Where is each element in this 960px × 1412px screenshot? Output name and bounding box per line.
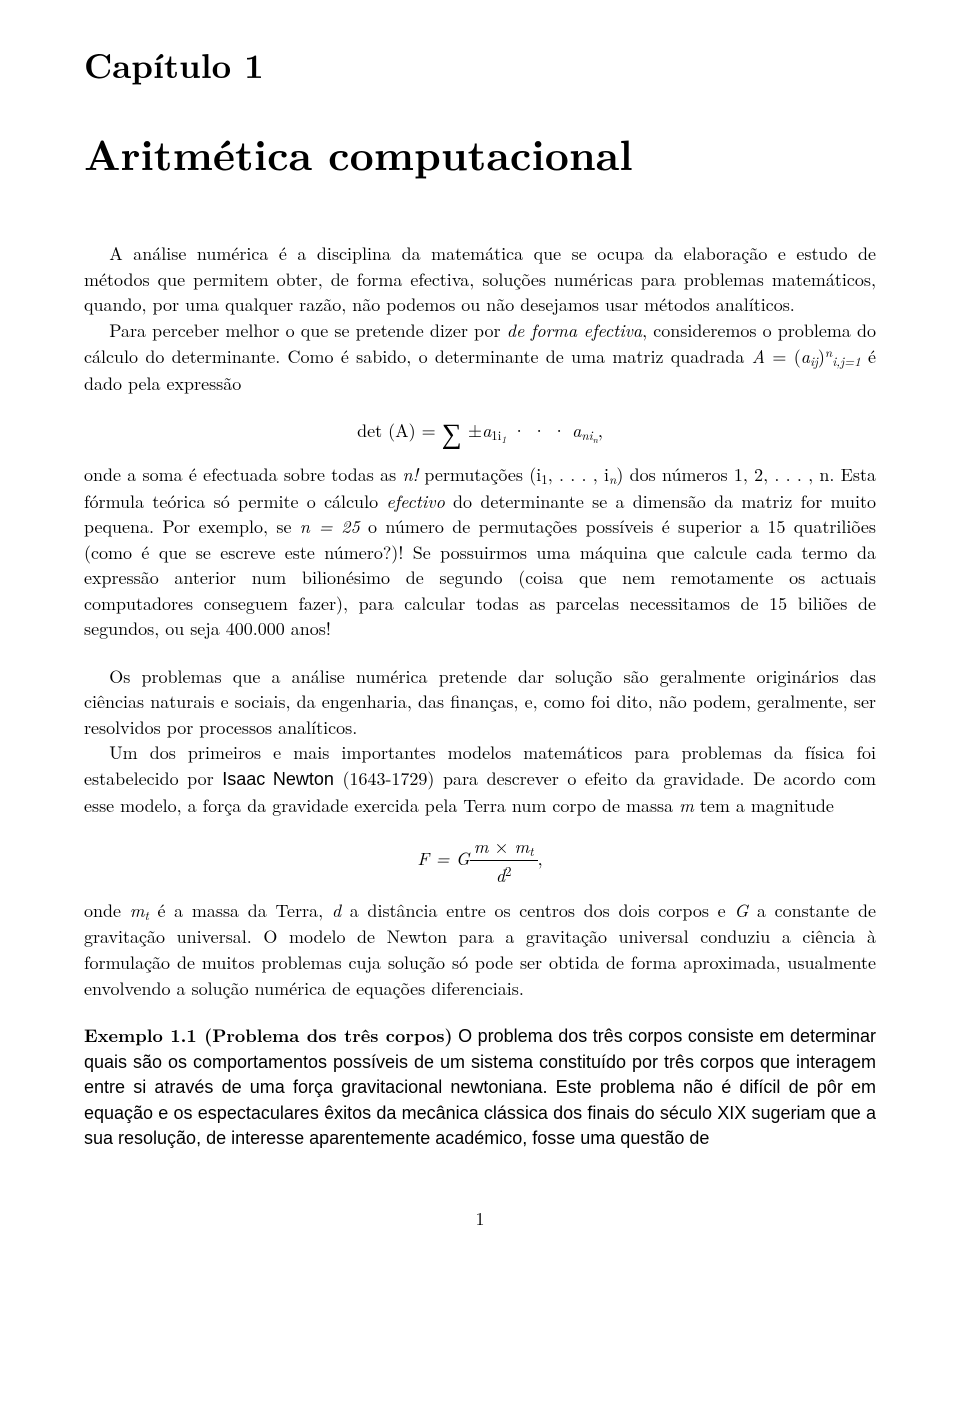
emph-de-forma-efectiva: de forma efectiva <box>507 318 642 343</box>
equation-gravity: F = Gm × mtd2, <box>84 834 876 888</box>
math-inline-n25: n = 25 <box>300 514 360 539</box>
math-inline-m: m <box>679 793 694 818</box>
math-inline-d: d <box>332 898 341 923</box>
chapter-label: Capítulo 1 <box>84 40 876 89</box>
paragraph-gravity-explain: onde mt é a massa da Terra, d a distânci… <box>84 898 876 1001</box>
chapter-title: Aritmética computacional <box>84 123 876 183</box>
paragraph-problems: Os problemas que a análise numérica pret… <box>84 664 876 741</box>
math-inline-matrix-def: A = (aij)ni,j=1 <box>752 344 861 369</box>
example-heading: Exemplo 1.1 (Problema dos três corpos) <box>84 1023 453 1048</box>
text: permutações <box>418 462 529 487</box>
intro-paragraph-2: Para perceber melhor o que se pretende d… <box>84 318 876 396</box>
math-inline-n-fact: n! <box>402 462 418 487</box>
math-inline-perm: (i1, . . . , in) <box>529 462 623 487</box>
math-inline-numbers: 1, 2, . . . , n. <box>734 462 835 487</box>
text: onde a soma é efectuada sobre todas as <box>84 462 402 487</box>
text: a distância entre os centros dos dois co… <box>341 898 734 923</box>
paragraph-newton: Um dos primeiros e mais importantes mode… <box>84 740 876 818</box>
equation-determinant: det (A) = ∑ ±a1i1 · · · anin, <box>84 412 876 452</box>
emph-efectivo: efectivo <box>386 489 444 514</box>
math-inline-mt: mt <box>130 898 149 923</box>
text: dos números <box>623 462 734 487</box>
page-number: 1 <box>84 1206 876 1231</box>
name-isaac-newton: Isaac Newton <box>222 769 334 789</box>
text: onde <box>84 898 130 923</box>
text: é a massa da Terra, <box>149 898 332 923</box>
example-three-body: Exemplo 1.1 (Problema dos três corpos) O… <box>84 1023 876 1152</box>
intro-paragraph-3: onde a soma é efectuada sobre todas as n… <box>84 462 876 642</box>
math-inline-G: G <box>734 898 748 923</box>
intro-paragraph-1: A análise numérica é a disciplina da mat… <box>84 241 876 318</box>
text: Para perceber melhor o que se pretende d… <box>109 318 507 343</box>
text: tem a magnitude <box>694 793 834 818</box>
